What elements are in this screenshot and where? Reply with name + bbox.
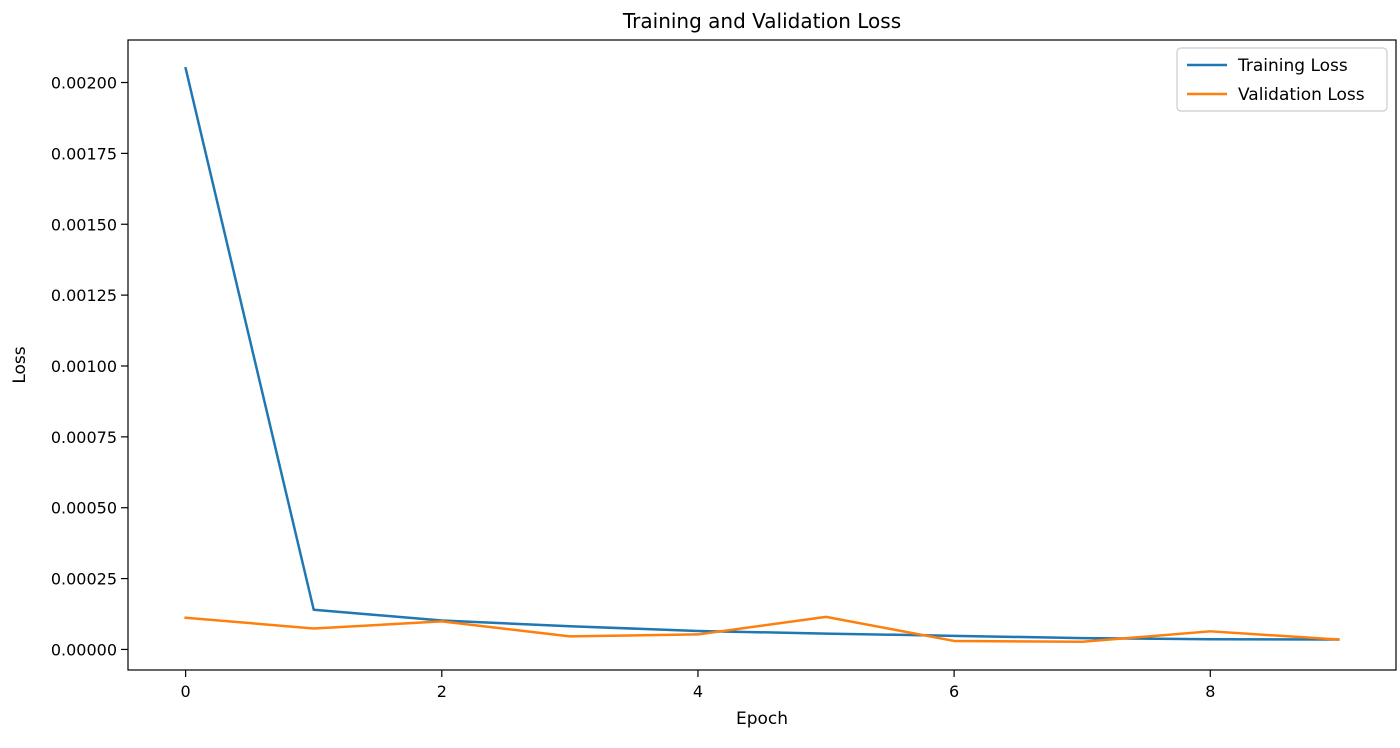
x-tick-label: 0 xyxy=(181,682,191,701)
x-tick-label: 8 xyxy=(1205,682,1215,701)
y-tick-label: 0.00200 xyxy=(51,74,117,93)
plot-area: 0.00000 0.00025 0.00050 0.00075 0.00100 0.001… xyxy=(51,39,1397,701)
y-tick-label: 0.00125 xyxy=(51,286,117,305)
y-tick-label: 0.00000 xyxy=(51,640,117,659)
legend-label-training: Training Loss xyxy=(1237,56,1348,76)
y-tick-label: 0.00150 xyxy=(51,215,117,234)
y-tick-label: 0.00025 xyxy=(51,570,117,589)
x-tick-label: 6 xyxy=(949,682,959,701)
validation-loss-line xyxy=(184,615,1340,644)
x-tick-label: 4 xyxy=(693,682,703,701)
series-lines xyxy=(184,66,1340,644)
y-tick-label: 0.00175 xyxy=(51,144,117,163)
x-axis-label: Epoch xyxy=(736,709,788,729)
legend-label-validation: Validation Loss xyxy=(1238,85,1365,105)
y-axis-label: Loss xyxy=(10,346,30,383)
legend: Training Loss Validation Loss xyxy=(1176,47,1388,112)
y-tick-label: 0.00075 xyxy=(51,428,117,447)
y-axis-ticks: 0.00000 0.00025 0.00050 0.00075 0.00100 0.001… xyxy=(51,74,128,659)
y-tick-label: 0.00050 xyxy=(51,499,117,518)
plot-frame xyxy=(127,39,1397,671)
y-tick-label: 0.00100 xyxy=(51,357,117,376)
legend-box xyxy=(1176,47,1388,112)
training-loss-line xyxy=(184,66,1340,641)
x-tick-label: 2 xyxy=(437,682,447,701)
x-axis-ticks: 0 2 4 6 8 xyxy=(181,670,1215,701)
chart-title: Training and Validation Loss xyxy=(622,9,901,33)
